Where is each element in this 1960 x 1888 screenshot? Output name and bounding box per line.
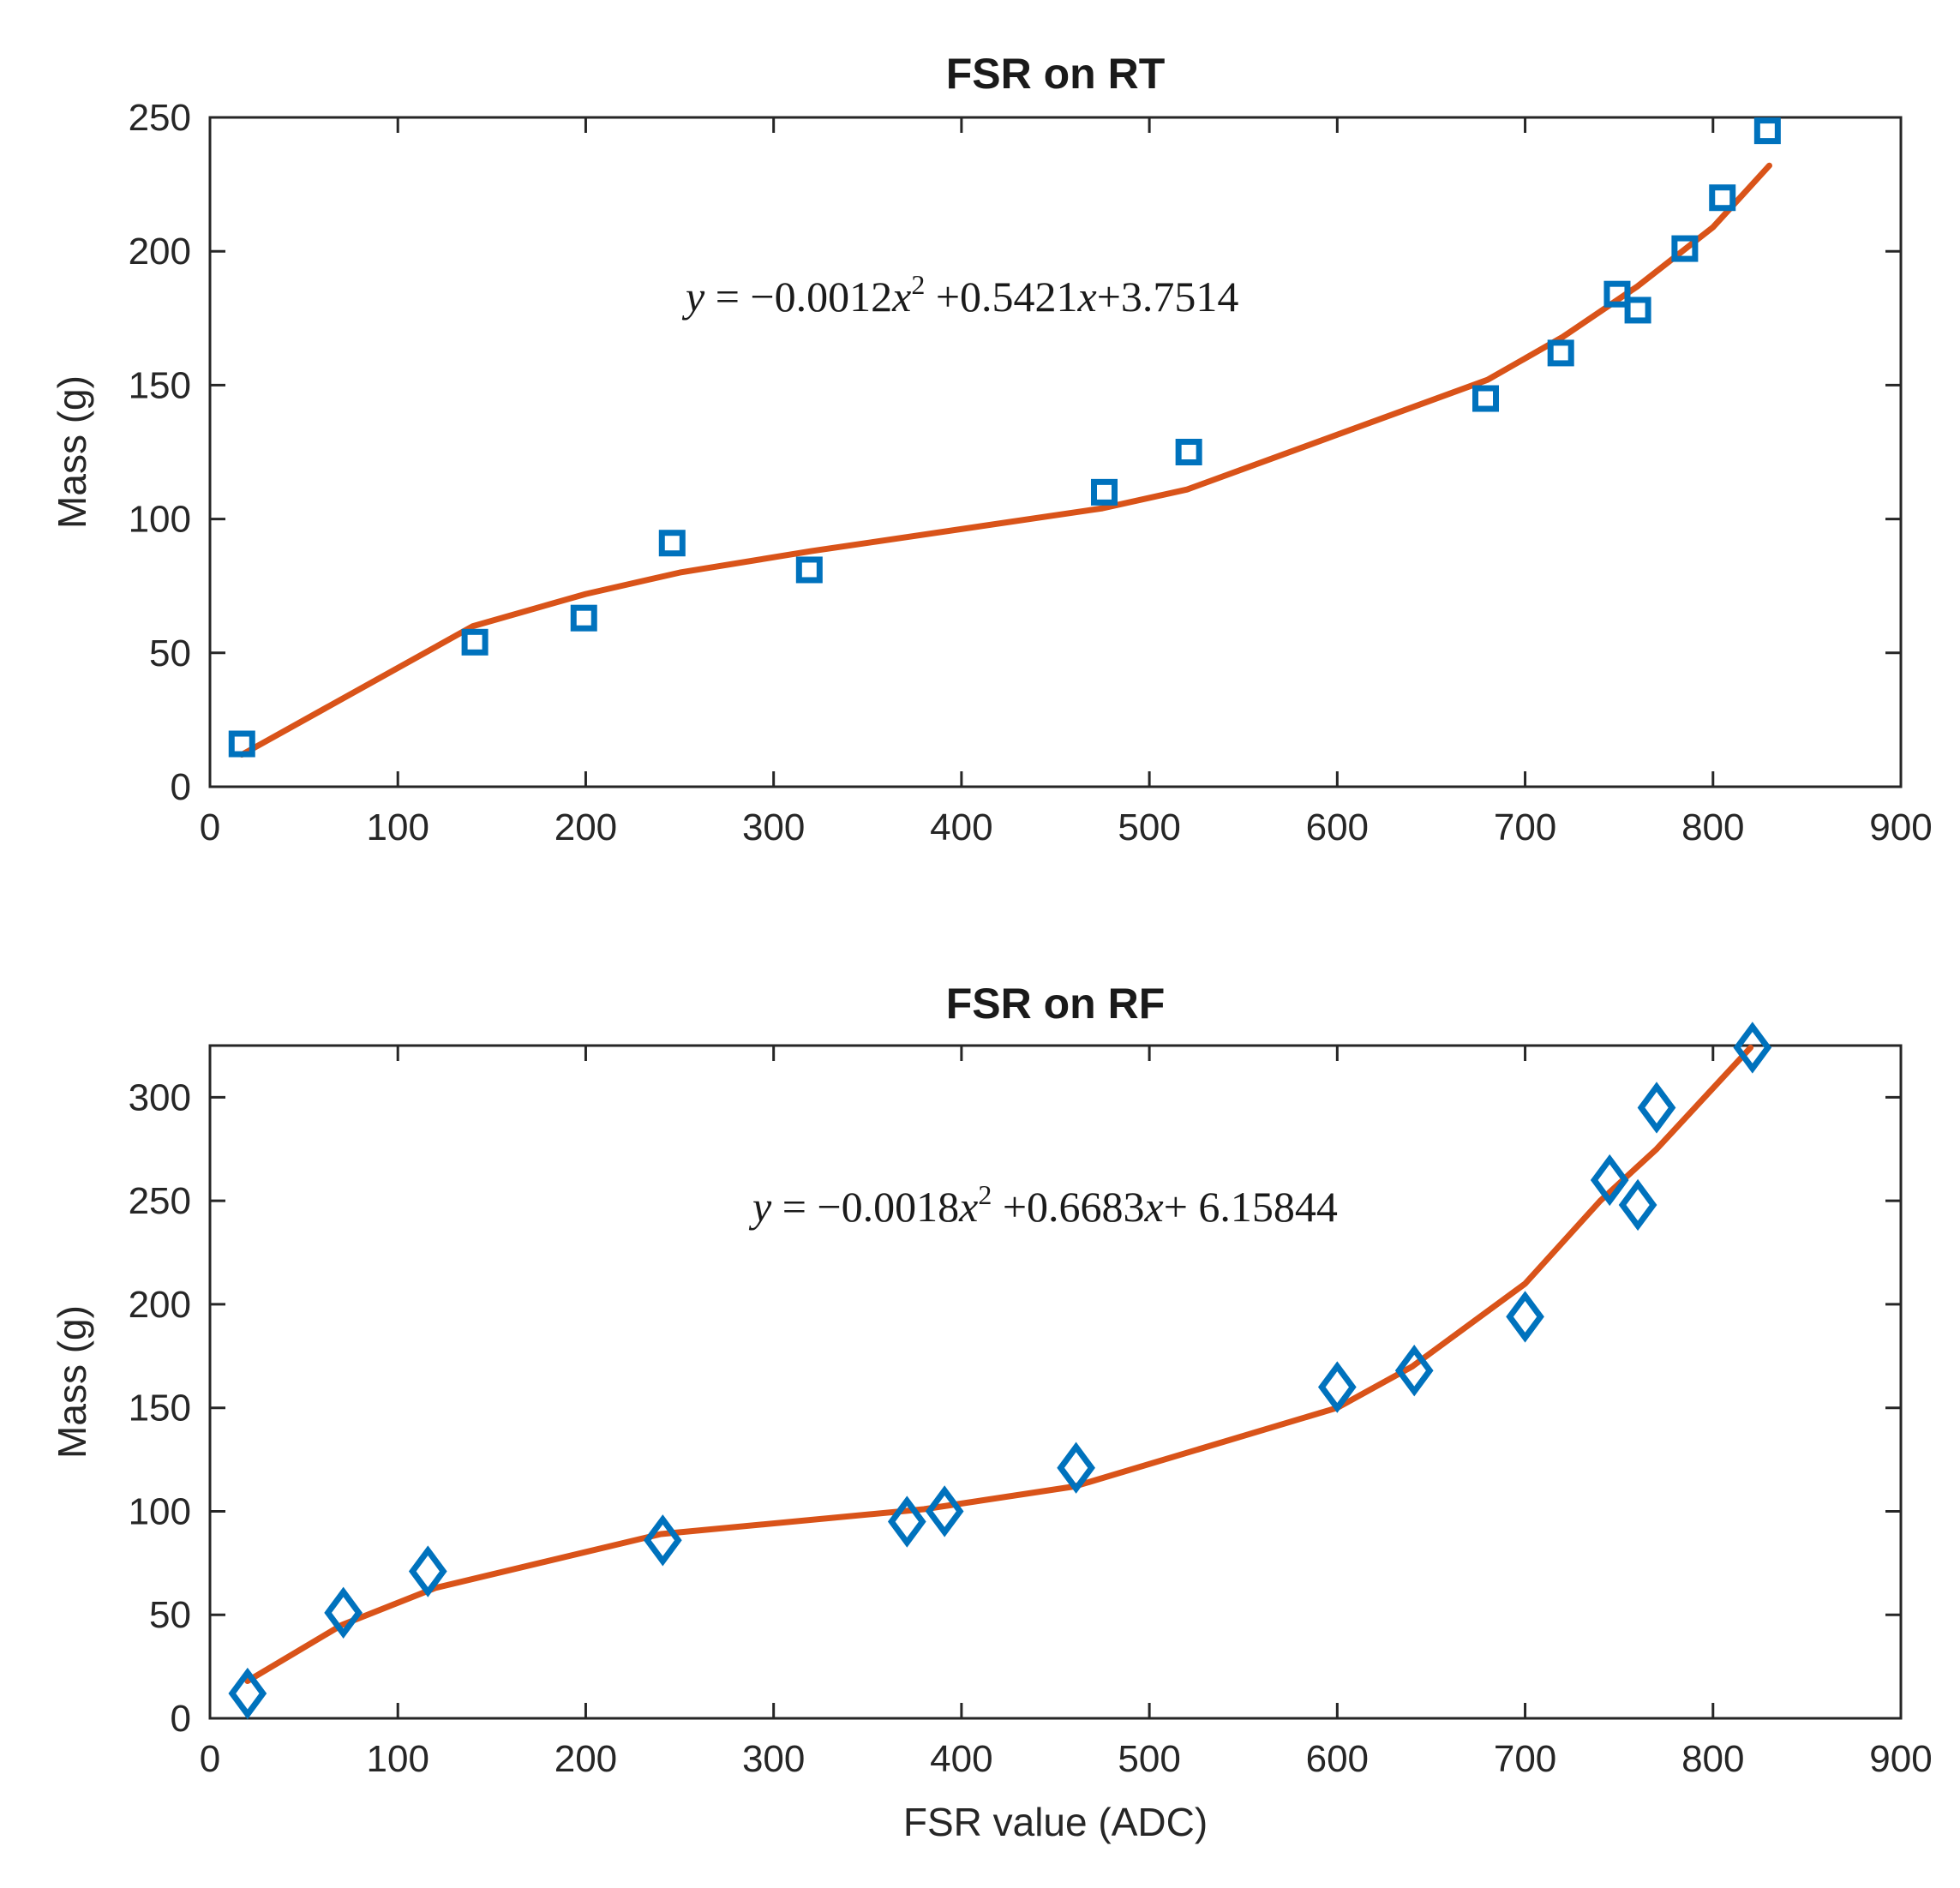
y-tick-label: 100	[129, 1490, 191, 1532]
equation-var: x	[1077, 273, 1097, 321]
x-tick-label: 500	[1118, 1738, 1180, 1780]
y-axis-label: Mass (g)	[50, 1305, 94, 1459]
data-point-square	[1753, 117, 1781, 145]
data-point-diamond	[1057, 1441, 1095, 1494]
fit-line	[244, 1044, 1754, 1684]
y-axis-label: Mass (g)	[50, 375, 94, 529]
fit-line	[238, 162, 1772, 758]
data-point-diamond	[228, 1667, 267, 1720]
data-point-square	[1090, 478, 1118, 506]
x-tick-label: 700	[1494, 1738, 1556, 1780]
data-point-square	[1472, 385, 1500, 412]
y-tick-label: 50	[149, 632, 191, 674]
chart-2: FSR on RF 0 100 200 300 400 500 600 700 800 900 0 50…	[50, 980, 1933, 1844]
equation-lhs: y	[681, 273, 705, 321]
x-tick-label: 200	[554, 1738, 617, 1780]
equation-var: x	[891, 273, 911, 321]
y-tick-label: 100	[129, 499, 191, 541]
x-tick-label: 900	[1869, 1738, 1932, 1780]
x-tick-label: 100	[367, 1738, 429, 1780]
y-tick-label: 0	[171, 766, 191, 808]
x-tick-label: 500	[1118, 806, 1180, 848]
data-point-diamond	[1506, 1291, 1544, 1343]
data-point-square	[1709, 184, 1736, 212]
data-point-square	[658, 530, 686, 557]
chart-1: FSR on RT 0 100 200 300 400 500 600 700 800 900 0 50…	[50, 50, 1933, 848]
data-point-diamond	[1618, 1178, 1657, 1232]
axes-box	[208, 1044, 1903, 1720]
axes-box	[208, 116, 1903, 788]
x-axis-label: FSR value (ADC)	[903, 1800, 1208, 1844]
data-point-diamond	[925, 1485, 964, 1537]
x-tick-label: 0	[200, 806, 220, 848]
equation-coef-a: = −0.0018	[771, 1183, 959, 1231]
data-point-square	[1671, 235, 1699, 262]
data-point-diamond	[1317, 1361, 1357, 1413]
x-tick-label: 400	[930, 1738, 992, 1780]
data-point-diamond	[324, 1586, 363, 1639]
fit-equation: y = −0.0018x2 +0.6683x+ 6.15844	[748, 1179, 1338, 1231]
equation-exponent: 2	[911, 269, 925, 300]
data-point-diamond	[1733, 1022, 1772, 1074]
y-tick-label: 300	[129, 1076, 191, 1118]
equation-exponent: 2	[978, 1179, 992, 1210]
data-point-square	[461, 628, 489, 656]
x-tick-label: 600	[1306, 806, 1369, 848]
chart-title: FSR on RT	[946, 50, 1166, 98]
equation-var: x	[1144, 1183, 1164, 1231]
y-tick-label: 200	[129, 1284, 191, 1326]
data-point-diamond	[1590, 1154, 1629, 1207]
x-tick-label: 800	[1681, 806, 1744, 848]
equation-var: x	[958, 1183, 978, 1231]
equation-coef-b: +0.6683	[992, 1183, 1144, 1231]
data-point-square	[1603, 280, 1631, 308]
data-point-diamond	[887, 1495, 926, 1548]
data-point-square	[1547, 339, 1574, 367]
x-tick-label: 300	[742, 806, 805, 848]
y-tick-label: 150	[129, 1388, 191, 1429]
y-tick-label: 150	[129, 364, 191, 406]
fit-equation: y = −0.0012x2 +0.5421x+3.7514	[681, 269, 1238, 321]
equation-coef-c: +3.7514	[1097, 273, 1239, 321]
data-point-diamond	[643, 1514, 682, 1567]
x-tick-label: 900	[1869, 806, 1932, 848]
chart-title: FSR on RF	[946, 980, 1166, 1028]
equation-coef-a: = −0.0012	[704, 273, 892, 321]
x-tick-label: 400	[930, 806, 992, 848]
x-tick-label: 300	[742, 1738, 805, 1780]
data-point-diamond	[1637, 1082, 1676, 1134]
equation-coef-b: +0.5421	[925, 273, 1077, 321]
data-point-square	[228, 730, 255, 758]
x-tick-label: 700	[1494, 806, 1556, 848]
x-tick-label: 0	[200, 1738, 220, 1780]
x-tick-label: 600	[1306, 1738, 1369, 1780]
data-point-square	[795, 556, 823, 584]
y-tick-label: 200	[129, 231, 191, 273]
data-point-square	[1624, 297, 1651, 324]
x-tick-label: 100	[367, 806, 429, 848]
equation-lhs: y	[748, 1183, 772, 1231]
x-tick-label: 200	[554, 806, 617, 848]
y-tick-label: 50	[149, 1594, 191, 1636]
data-point-square	[570, 604, 597, 632]
data-point-diamond	[408, 1545, 447, 1597]
y-tick-label: 250	[129, 1180, 191, 1222]
data-point-diamond	[1394, 1345, 1434, 1397]
equation-coef-c: + 6.15844	[1164, 1183, 1338, 1231]
x-tick-label: 800	[1681, 1738, 1744, 1780]
data-point-square	[1175, 439, 1202, 465]
y-tick-label: 0	[171, 1698, 191, 1740]
y-tick-label: 250	[129, 97, 191, 139]
